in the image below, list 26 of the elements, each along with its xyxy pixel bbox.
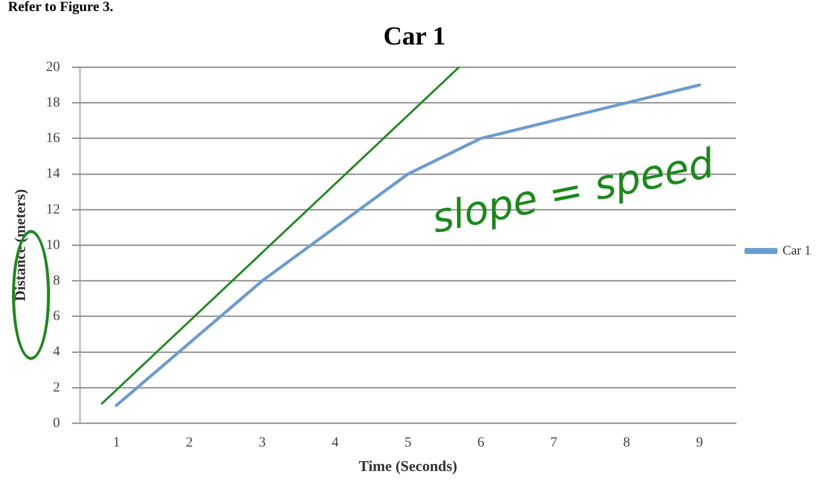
x-tick-label: 3 (258, 435, 266, 450)
x-tick-label: 1 (112, 435, 120, 450)
y-tick-label: 6 (53, 309, 60, 324)
x-tick-label: 5 (404, 435, 412, 450)
y-tick-label: 20 (46, 60, 60, 75)
x-axis-title: Time (Seconds) (358, 458, 458, 475)
y-axis-title: Distance (meters) (12, 189, 29, 302)
x-tick-label: 4 (332, 435, 339, 450)
y-tick-label: 2 (53, 380, 60, 396)
text: Refer to Figure 3. (8, 0, 114, 16)
x-tick-label: 2 (186, 435, 193, 450)
chart-title: Car 1 (383, 21, 446, 50)
x-tick-label: 7 (550, 435, 558, 450)
x-tick-label: 6 (477, 435, 484, 450)
y-tick-label: 4 (53, 344, 60, 360)
y-tick-label: 0 (53, 416, 60, 431)
annotation: slope = speed (428, 140, 718, 242)
x-tick-label: 8 (623, 435, 630, 450)
y-tick-label: 16 (46, 131, 60, 146)
y-tick-label: 18 (46, 95, 60, 110)
y-tick-label: 14 (46, 166, 60, 182)
legend-label: Car 1 (782, 242, 812, 258)
x-tick-label: 9 (696, 435, 704, 450)
y-tick-label: 12 (46, 202, 60, 218)
y-tick-label: 8 (53, 273, 60, 288)
y-tick-label: 10 (46, 238, 60, 253)
